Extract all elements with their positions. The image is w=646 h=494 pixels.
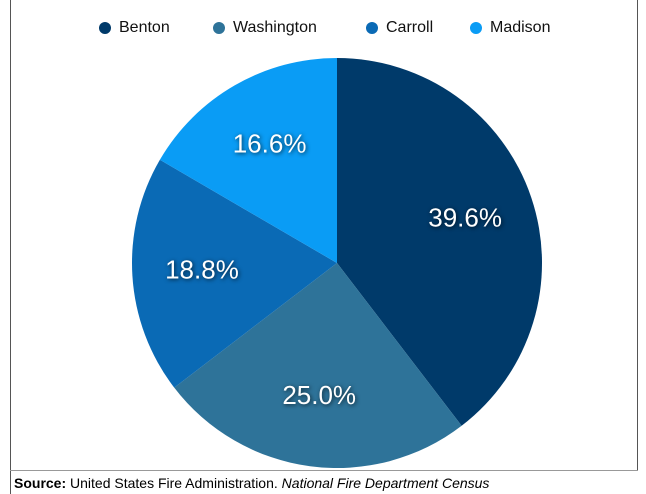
slice-label: 16.6% bbox=[233, 129, 307, 159]
slice-label: 18.8% bbox=[165, 254, 239, 284]
legend-label: Benton bbox=[119, 19, 170, 36]
pie: 39.6% 25.0% 18.8% 16.6% bbox=[132, 58, 542, 468]
legend-swatch bbox=[470, 22, 482, 34]
legend: Benton Washington Carroll Madison bbox=[99, 19, 550, 36]
source-title: National Fire Department Census bbox=[282, 475, 490, 491]
legend-label: Washington bbox=[233, 19, 317, 36]
legend-swatch bbox=[213, 22, 225, 34]
pie-slice bbox=[174, 263, 462, 468]
legend-swatch bbox=[99, 22, 111, 34]
pie-slice bbox=[337, 58, 542, 426]
slice-label: 39.6% bbox=[428, 202, 502, 232]
legend-label: Madison bbox=[490, 19, 550, 36]
pie-slice bbox=[159, 58, 337, 263]
legend-swatch bbox=[366, 22, 378, 34]
source-label: Source: bbox=[14, 475, 66, 491]
slice-label: 25.0% bbox=[282, 380, 356, 410]
source: Source: United States Fire Administratio… bbox=[14, 475, 489, 491]
legend-label: Carroll bbox=[386, 19, 433, 36]
source-text: United States Fire Administration. bbox=[70, 475, 278, 491]
pie-slice bbox=[132, 159, 337, 388]
